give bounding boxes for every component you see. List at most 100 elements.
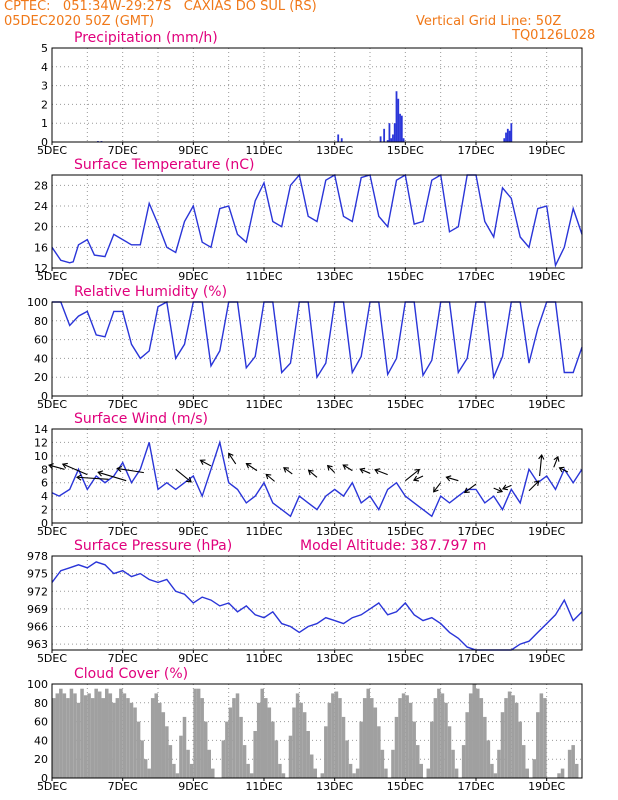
bar-cloud [147, 768, 151, 778]
wind-arrow [98, 471, 127, 482]
xtick-label-humidity: 5DEC [37, 398, 67, 411]
ytick-precipitation: 4 [41, 61, 48, 74]
ytick-precipitation: 1 [41, 117, 48, 130]
xtick-label-pressure: 5DEC [37, 652, 67, 665]
bar-cloud [267, 707, 272, 778]
bar-cloud [454, 768, 459, 778]
bar-cloud [391, 749, 395, 778]
ytick-pressure: 969 [27, 603, 48, 616]
panel-pressure [51, 555, 583, 653]
bar-cloud [122, 693, 127, 778]
xtick-label-pressure: 15DEC [387, 652, 424, 665]
header-line2: 05DEC2020 50Z (GMT) [4, 14, 155, 29]
series-line-temperature [51, 173, 583, 268]
xtick-label-pressure: 13DEC [316, 652, 353, 665]
bar-cloud [401, 693, 406, 778]
bar-cloud [440, 693, 445, 778]
bar-cloud [59, 688, 63, 778]
wind-arrow-head [501, 484, 508, 491]
bar-cloud [306, 731, 310, 778]
bar-cloud [97, 691, 102, 778]
bar-cloud [288, 735, 293, 778]
xtick-label-temperature: 5DEC [37, 270, 67, 283]
panel-precipitation [51, 47, 583, 145]
wind-arrow [374, 469, 388, 476]
xtick-label-precipitation: 15DEC [387, 144, 424, 157]
wind-arrow-head [553, 455, 560, 462]
bar-precipitation [340, 138, 343, 142]
bar-cloud [507, 691, 512, 778]
bar-precipitation [503, 138, 506, 142]
bar-cloud [203, 721, 208, 778]
panel-title-precipitation: Precipitation (mm/h) [74, 30, 218, 46]
bar-cloud [352, 773, 356, 778]
bar-cloud [182, 716, 187, 778]
bar-cloud [264, 698, 268, 778]
wind-arrow-head [558, 466, 565, 473]
bar-cloud [292, 707, 296, 778]
ytick-humidity: 0 [41, 390, 48, 403]
bar-cloud [571, 745, 575, 778]
ytick-temperature: 20 [34, 221, 48, 234]
ytick-pressure: 975 [27, 568, 48, 581]
ytick-humidity: 80 [34, 315, 48, 328]
bar-cloud [447, 726, 452, 778]
bar-cloud [380, 749, 385, 778]
bar-cloud [256, 702, 261, 778]
bar-cloud [412, 721, 416, 778]
wind-arrow [539, 454, 543, 477]
wind-arrow-head [116, 465, 123, 473]
bar-cloud [493, 773, 498, 778]
bar-cloud [62, 693, 67, 778]
bar-cloud [497, 749, 501, 778]
bar-cloud [405, 695, 409, 778]
bar-cloud [331, 693, 335, 778]
bar-precipitation [379, 136, 382, 142]
bar-cloud [154, 693, 158, 778]
bar-cloud [179, 735, 183, 778]
xtick-label-pressure: 9DEC [178, 652, 208, 665]
bar-precipitation [392, 134, 394, 142]
wind-arrow-head [245, 463, 252, 469]
ytick-wind: 10 [34, 450, 48, 463]
frame-precipitation [51, 47, 583, 143]
xtick-label-cloud: 13DEC [316, 780, 353, 793]
panel-title-wind: Surface Wind (m/s) [74, 411, 208, 427]
bar-cloud [377, 726, 381, 778]
bar-cloud [126, 698, 130, 778]
bar-cloud [338, 698, 342, 778]
wind-arrow [559, 467, 569, 473]
wind-arrow-head [307, 469, 314, 476]
wind-arrow [117, 467, 144, 474]
ytick-precipitation: 3 [41, 80, 48, 93]
bar-cloud [366, 688, 370, 778]
bar-cloud [472, 684, 476, 778]
header-line1: CPTEC: 051:34W-29:27S CAXIAS DO SUL (RS) [4, 0, 317, 14]
xtick-label-temperature: 13DEC [316, 270, 353, 283]
wind-arrow [246, 463, 258, 472]
xtick-label-cloud: 9DEC [178, 780, 208, 793]
bar-cloud [370, 698, 374, 778]
xtick-label-wind: 9DEC [178, 525, 208, 538]
bar-cloud [532, 759, 537, 778]
bar-cloud [133, 707, 137, 778]
bar-cloud [221, 740, 226, 778]
bar-precipitation [390, 138, 393, 142]
bar-cloud [384, 768, 388, 778]
wind-arrow [433, 482, 442, 493]
bar-cloud [253, 731, 257, 778]
xtick-label-wind: 5DEC [37, 525, 67, 538]
bar-precipitation [506, 128, 509, 142]
wind-arrow-head [538, 453, 545, 460]
bar-cloud [207, 749, 211, 778]
bar-cloud [260, 688, 264, 778]
bar-cloud [274, 740, 279, 778]
panel-title-temperature: Surface Temperature (nC) [74, 157, 255, 173]
bar-cloud [119, 688, 123, 778]
bar-cloud [143, 759, 148, 778]
ytick-precipitation: 5 [41, 42, 48, 55]
bar-cloud [225, 721, 229, 778]
ytick-wind: 2 [41, 504, 48, 517]
xtick-label-temperature: 19DEC [528, 270, 565, 283]
wind-arrow [265, 473, 275, 482]
